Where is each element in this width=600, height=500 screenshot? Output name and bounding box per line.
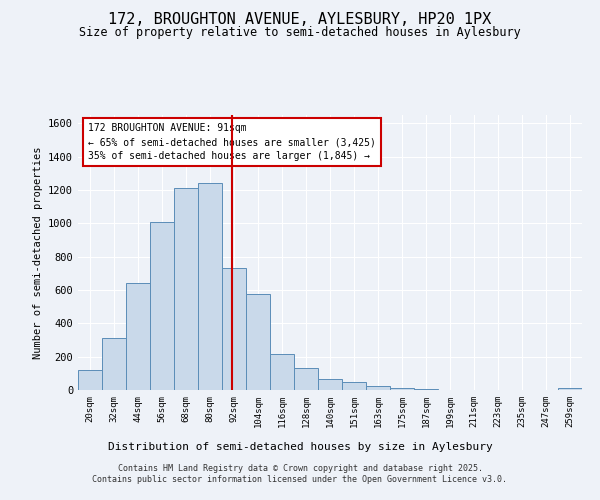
Text: 172 BROUGHTON AVENUE: 91sqm
← 65% of semi-detached houses are smaller (3,425)
35: 172 BROUGHTON AVENUE: 91sqm ← 65% of sem…	[88, 123, 376, 161]
Bar	[126, 282, 150, 390]
Bar	[294, 368, 318, 390]
Bar	[270, 354, 294, 390]
Bar	[222, 268, 246, 390]
Bar	[342, 382, 366, 390]
Bar	[102, 338, 126, 390]
Text: 172, BROUGHTON AVENUE, AYLESBURY, HP20 1PX: 172, BROUGHTON AVENUE, AYLESBURY, HP20 1…	[109, 12, 491, 28]
Bar	[390, 388, 414, 390]
Bar	[414, 389, 438, 390]
Bar	[150, 222, 174, 390]
Text: Contains public sector information licensed under the Open Government Licence v3: Contains public sector information licen…	[92, 475, 508, 484]
Y-axis label: Number of semi-detached properties: Number of semi-detached properties	[32, 146, 43, 359]
Bar	[558, 388, 582, 390]
Bar	[174, 188, 198, 390]
Text: Contains HM Land Registry data © Crown copyright and database right 2025.: Contains HM Land Registry data © Crown c…	[118, 464, 482, 473]
Bar	[318, 379, 342, 390]
Bar	[198, 184, 222, 390]
Text: Size of property relative to semi-detached houses in Aylesbury: Size of property relative to semi-detach…	[79, 26, 521, 39]
Bar	[366, 386, 390, 390]
Bar	[78, 370, 102, 390]
Bar	[246, 294, 270, 390]
Text: Distribution of semi-detached houses by size in Aylesbury: Distribution of semi-detached houses by …	[107, 442, 493, 452]
